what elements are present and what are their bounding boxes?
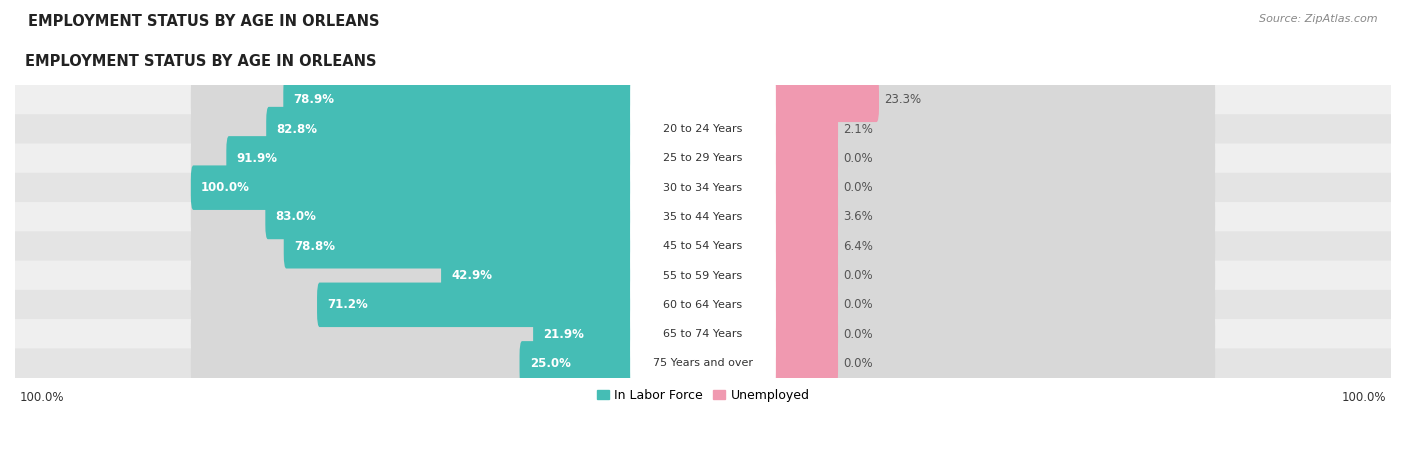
FancyBboxPatch shape xyxy=(266,107,634,152)
FancyBboxPatch shape xyxy=(191,341,634,386)
FancyBboxPatch shape xyxy=(772,107,1215,152)
Text: 0.0%: 0.0% xyxy=(844,327,873,341)
FancyBboxPatch shape xyxy=(630,273,776,336)
Text: 71.2%: 71.2% xyxy=(328,298,368,311)
FancyBboxPatch shape xyxy=(15,261,1391,290)
Text: 65 to 74 Years: 65 to 74 Years xyxy=(664,329,742,339)
Text: 0.0%: 0.0% xyxy=(844,152,873,165)
Text: 60 to 64 Years: 60 to 64 Years xyxy=(664,300,742,310)
Text: 35 to 44 Years: 35 to 44 Years xyxy=(664,212,742,222)
Text: Source: ZipAtlas.com: Source: ZipAtlas.com xyxy=(1260,14,1378,23)
Text: 82.8%: 82.8% xyxy=(277,123,318,136)
Legend: In Labor Force, Unemployed: In Labor Force, Unemployed xyxy=(592,384,814,407)
Text: 91.9%: 91.9% xyxy=(236,152,277,165)
FancyBboxPatch shape xyxy=(191,195,634,239)
FancyBboxPatch shape xyxy=(15,349,1391,378)
Text: 55 to 59 Years: 55 to 59 Years xyxy=(664,271,742,281)
FancyBboxPatch shape xyxy=(191,78,634,122)
FancyBboxPatch shape xyxy=(772,166,838,210)
FancyBboxPatch shape xyxy=(15,231,1391,261)
Text: 45 to 54 Years: 45 to 54 Years xyxy=(664,241,742,251)
FancyBboxPatch shape xyxy=(284,224,634,268)
Text: 2.1%: 2.1% xyxy=(844,123,873,136)
FancyBboxPatch shape xyxy=(772,78,879,122)
FancyBboxPatch shape xyxy=(630,185,776,249)
FancyBboxPatch shape xyxy=(316,283,634,327)
FancyBboxPatch shape xyxy=(441,253,634,298)
FancyBboxPatch shape xyxy=(772,312,838,356)
FancyBboxPatch shape xyxy=(772,312,1215,356)
Text: 75 Years and over: 75 Years and over xyxy=(652,359,754,368)
Text: 30 to 34 Years: 30 to 34 Years xyxy=(664,183,742,193)
Text: 42.9%: 42.9% xyxy=(451,269,492,282)
Text: 78.9%: 78.9% xyxy=(294,93,335,106)
FancyBboxPatch shape xyxy=(15,319,1391,349)
FancyBboxPatch shape xyxy=(772,224,1215,268)
FancyBboxPatch shape xyxy=(191,166,634,210)
FancyBboxPatch shape xyxy=(772,136,838,181)
FancyBboxPatch shape xyxy=(15,202,1391,232)
Text: 23.3%: 23.3% xyxy=(884,93,921,106)
FancyBboxPatch shape xyxy=(630,127,776,190)
Text: 0.0%: 0.0% xyxy=(844,298,873,311)
FancyBboxPatch shape xyxy=(772,166,1215,210)
FancyBboxPatch shape xyxy=(772,283,1215,327)
Text: 0.0%: 0.0% xyxy=(844,181,873,194)
Text: 100.0%: 100.0% xyxy=(20,391,65,404)
FancyBboxPatch shape xyxy=(630,97,776,161)
Text: 0.0%: 0.0% xyxy=(844,269,873,282)
FancyBboxPatch shape xyxy=(226,136,634,181)
FancyBboxPatch shape xyxy=(772,283,838,327)
Text: 100.0%: 100.0% xyxy=(201,181,250,194)
FancyBboxPatch shape xyxy=(533,312,634,356)
FancyBboxPatch shape xyxy=(15,143,1391,173)
FancyBboxPatch shape xyxy=(283,78,634,122)
FancyBboxPatch shape xyxy=(772,195,1215,239)
FancyBboxPatch shape xyxy=(191,107,634,152)
Text: 83.0%: 83.0% xyxy=(276,211,316,223)
FancyBboxPatch shape xyxy=(266,195,634,239)
Text: EMPLOYMENT STATUS BY AGE IN ORLEANS: EMPLOYMENT STATUS BY AGE IN ORLEANS xyxy=(25,54,377,69)
Text: 3.6%: 3.6% xyxy=(844,211,873,223)
Text: 0.0%: 0.0% xyxy=(844,357,873,370)
FancyBboxPatch shape xyxy=(772,341,1215,386)
Text: 25 to 29 Years: 25 to 29 Years xyxy=(664,153,742,163)
FancyBboxPatch shape xyxy=(630,302,776,366)
FancyBboxPatch shape xyxy=(15,290,1391,320)
Text: 100.0%: 100.0% xyxy=(1341,391,1386,404)
FancyBboxPatch shape xyxy=(772,253,838,298)
FancyBboxPatch shape xyxy=(772,195,838,239)
FancyBboxPatch shape xyxy=(772,136,1215,181)
Text: 6.4%: 6.4% xyxy=(844,240,873,253)
FancyBboxPatch shape xyxy=(15,173,1391,202)
FancyBboxPatch shape xyxy=(191,312,634,356)
FancyBboxPatch shape xyxy=(772,341,838,386)
Text: EMPLOYMENT STATUS BY AGE IN ORLEANS: EMPLOYMENT STATUS BY AGE IN ORLEANS xyxy=(28,14,380,28)
FancyBboxPatch shape xyxy=(191,283,634,327)
FancyBboxPatch shape xyxy=(630,331,776,395)
FancyBboxPatch shape xyxy=(191,224,634,268)
FancyBboxPatch shape xyxy=(772,224,838,268)
FancyBboxPatch shape xyxy=(520,341,634,386)
Text: 21.9%: 21.9% xyxy=(543,327,583,341)
FancyBboxPatch shape xyxy=(15,85,1391,115)
FancyBboxPatch shape xyxy=(630,215,776,278)
Text: 78.8%: 78.8% xyxy=(294,240,335,253)
FancyBboxPatch shape xyxy=(630,244,776,307)
FancyBboxPatch shape xyxy=(15,114,1391,144)
FancyBboxPatch shape xyxy=(191,136,634,181)
FancyBboxPatch shape xyxy=(191,253,634,298)
FancyBboxPatch shape xyxy=(630,68,776,132)
FancyBboxPatch shape xyxy=(772,253,1215,298)
FancyBboxPatch shape xyxy=(772,78,1215,122)
FancyBboxPatch shape xyxy=(772,107,838,152)
FancyBboxPatch shape xyxy=(630,156,776,220)
FancyBboxPatch shape xyxy=(191,166,634,210)
Text: 25.0%: 25.0% xyxy=(530,357,571,370)
Text: 20 to 24 Years: 20 to 24 Years xyxy=(664,124,742,134)
